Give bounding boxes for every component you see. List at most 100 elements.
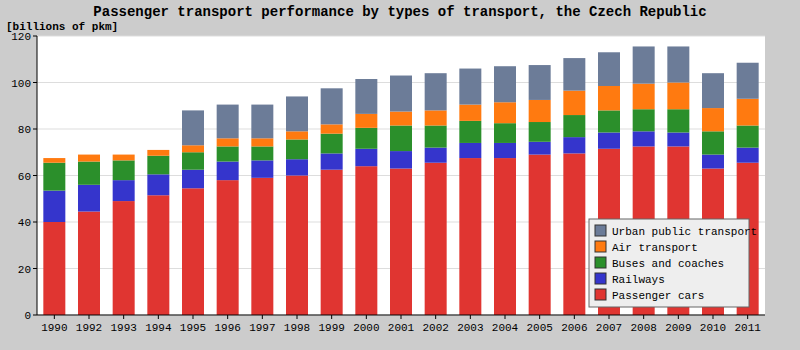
bars xyxy=(43,46,758,315)
x-tick xyxy=(366,315,367,319)
x-tick-label: 2004 xyxy=(492,322,519,334)
bar xyxy=(563,91,585,115)
bar xyxy=(251,160,273,177)
bar xyxy=(390,151,412,168)
bar xyxy=(598,110,620,132)
x-tick xyxy=(54,315,55,319)
y-tick-label: 0 xyxy=(24,310,31,322)
legend-swatch xyxy=(595,241,606,252)
bar xyxy=(286,131,308,139)
bar xyxy=(459,105,481,121)
y-tick xyxy=(33,129,37,130)
bar xyxy=(182,152,204,169)
bar xyxy=(494,123,516,143)
x-tick-label: 2006 xyxy=(561,322,587,334)
bar xyxy=(494,66,516,102)
x-tick-label: 1997 xyxy=(249,322,275,334)
x-tick xyxy=(505,315,506,319)
bar xyxy=(321,134,343,154)
x-tick-label: 1999 xyxy=(318,322,344,334)
y-tick-label: 100 xyxy=(11,78,31,90)
bar xyxy=(43,158,65,163)
bar xyxy=(113,155,135,161)
bar xyxy=(598,52,620,86)
bar xyxy=(529,122,551,142)
y-tick xyxy=(33,268,37,269)
bar xyxy=(390,112,412,126)
bar xyxy=(425,126,447,148)
legend-label: Air transport xyxy=(612,242,698,254)
x-tick-label: 2009 xyxy=(665,322,691,334)
bar xyxy=(702,131,724,154)
x-tick-label: 2011 xyxy=(734,322,761,334)
bar xyxy=(355,114,377,128)
bar xyxy=(563,137,585,153)
legend-label: Buses and coaches xyxy=(612,258,724,270)
x-tick xyxy=(539,315,540,319)
x-tick xyxy=(643,315,644,319)
bar xyxy=(529,65,551,100)
bar xyxy=(217,105,239,139)
bar xyxy=(702,155,724,169)
x-tick-label: 1995 xyxy=(180,322,206,334)
bar xyxy=(355,166,377,315)
bar xyxy=(425,148,447,163)
legend-label: Passenger cars xyxy=(612,290,704,302)
bar xyxy=(702,73,724,108)
x-tick-label: 1993 xyxy=(110,322,136,334)
bar xyxy=(182,170,204,189)
bar xyxy=(633,46,655,83)
bar xyxy=(147,174,169,195)
bar xyxy=(355,79,377,114)
x-tick-label: 2002 xyxy=(422,322,448,334)
x-tick xyxy=(401,315,402,319)
x-tick xyxy=(123,315,124,319)
bar xyxy=(78,155,100,162)
bar xyxy=(217,146,239,161)
bar xyxy=(182,145,204,152)
bar xyxy=(390,76,412,112)
bar xyxy=(251,138,273,146)
bar xyxy=(633,109,655,131)
bar xyxy=(286,176,308,316)
bar xyxy=(113,180,135,201)
x-tick-label: 2008 xyxy=(630,322,656,334)
bar xyxy=(667,109,689,132)
x-tick xyxy=(678,315,679,319)
bar xyxy=(182,110,204,145)
bar xyxy=(598,132,620,148)
bar xyxy=(459,69,481,105)
bar xyxy=(667,132,689,146)
bar xyxy=(217,162,239,181)
bar xyxy=(147,195,169,315)
bar xyxy=(43,191,65,222)
bar xyxy=(425,163,447,315)
bar xyxy=(286,139,308,159)
bar xyxy=(667,83,689,110)
y-tick-label: 60 xyxy=(18,171,31,183)
y-tick xyxy=(33,315,37,316)
x-tick xyxy=(193,315,194,319)
y-tick xyxy=(33,175,37,176)
bar xyxy=(217,180,239,315)
x-tick-label: 1990 xyxy=(41,322,67,334)
bar xyxy=(529,142,551,155)
bar xyxy=(459,121,481,143)
bar xyxy=(563,58,585,91)
bar xyxy=(251,146,273,160)
x-tick-label: 1996 xyxy=(214,322,240,334)
x-tick-label: 2003 xyxy=(457,322,483,334)
bar xyxy=(737,126,759,148)
x-tick xyxy=(470,315,471,319)
x-tick-label: 1994 xyxy=(145,322,172,334)
x-tick-label: 2007 xyxy=(596,322,622,334)
legend: Urban public transport Air transport Buses… xyxy=(589,219,757,307)
bar xyxy=(355,149,377,166)
x-tick xyxy=(435,315,436,319)
bar xyxy=(251,105,273,139)
bar xyxy=(737,99,759,126)
y-tick-label: 120 xyxy=(11,31,31,43)
legend-label: Urban public transport xyxy=(612,226,757,238)
x-tick-label: 1992 xyxy=(76,322,102,334)
bar xyxy=(702,108,724,131)
